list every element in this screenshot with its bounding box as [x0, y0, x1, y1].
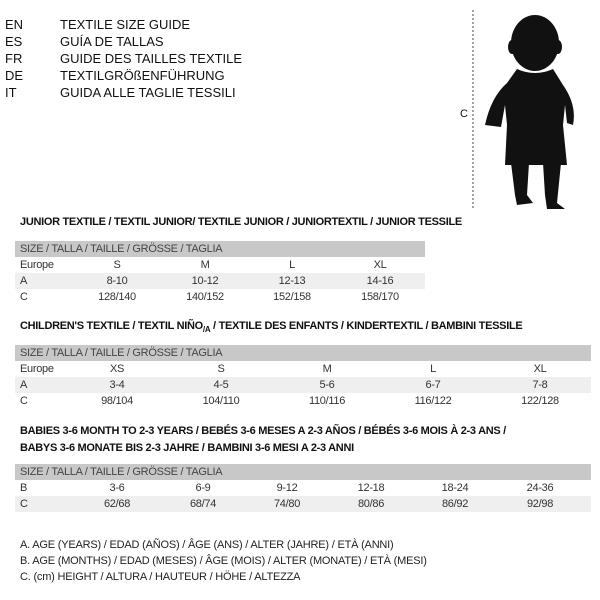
title-part: / TEXTILE DES ENFANTS / KINDERTEXTIL / B… [210, 320, 523, 332]
table-cell: 18-24 [441, 482, 469, 494]
lang-code: DE [5, 68, 24, 83]
height-label: C [460, 108, 468, 120]
row-label: Europe [20, 259, 54, 271]
table-cell: S [113, 259, 121, 271]
table-cell: 6-9 [195, 482, 211, 494]
table-row: C 98/104 104/110 110/116 116/122 122/128 [15, 393, 591, 409]
baby-silhouette-figure [472, 10, 574, 210]
lang-title: GUIDA ALLE TAGLIE TESSILI [60, 85, 236, 100]
table-cell: 8-10 [106, 275, 128, 287]
title-part: CHILDREN'S TEXTILE / TEXTIL NIÑO [20, 320, 203, 332]
row-label: C [20, 395, 28, 407]
legend-age-months: B. AGE (MONTHS) / EDAD (MESES) / ÂGE (MO… [20, 555, 427, 567]
row-label: A [20, 275, 28, 287]
table-row: C 62/68 68/74 74/80 80/86 86/92 92/98 [15, 496, 591, 512]
table-header-label: SIZE / TALLA / TAILLE / GRÖSSE / TAGLIA [20, 347, 223, 359]
table-cell: 3-6 [109, 482, 125, 494]
table-cell: XL [373, 259, 387, 271]
table-cell: 12-18 [357, 482, 385, 494]
baby-silhouette-icon [485, 15, 574, 209]
table-cell: 12-13 [278, 275, 306, 287]
table-cell: 68/74 [189, 498, 217, 510]
lang-title: GUÍA DE TALLAS [60, 34, 164, 49]
babies-section-title: BABIES 3-6 MONTH TO 2-3 YEARS / BEBÉS 3-… [20, 425, 506, 437]
table-cell: 74/80 [273, 498, 301, 510]
table-cell: 98/104 [101, 395, 133, 407]
table-header: SIZE / TALLA / TAILLE / GRÖSSE / TAGLIA [15, 345, 591, 361]
table-row: C 128/140 140/152 152/158 158/170 [15, 289, 425, 305]
table-row: Europe S M L XL [15, 257, 425, 273]
children-size-table: SIZE / TALLA / TAILLE / GRÖSSE / TAGLIA … [15, 345, 591, 409]
row-label: Europe [20, 363, 54, 375]
junior-section-title: JUNIOR TEXTILE / TEXTIL JUNIOR/ TEXTILE … [20, 216, 462, 228]
table-cell: 122/128 [521, 395, 559, 407]
table-cell: 62/68 [103, 498, 131, 510]
table-cell: 110/116 [308, 395, 346, 407]
table-header: SIZE / TALLA / TAILLE / GRÖSSE / TAGLIA [15, 464, 591, 480]
table-cell: 4-5 [213, 379, 229, 391]
table-cell: 116/122 [414, 395, 452, 407]
table-cell: S [217, 363, 225, 375]
table-row: A 8-10 10-12 12-13 14-16 [15, 273, 425, 289]
lang-code: EN [5, 17, 24, 32]
table-row: A 3-4 4-5 5-6 6-7 7-8 [15, 377, 591, 393]
lang-code: IT [5, 85, 17, 100]
table-cell: 80/86 [357, 498, 385, 510]
legend-age-years: A. AGE (YEARS) / EDAD (AÑOS) / ÂGE (ANS)… [20, 539, 394, 551]
table-cell: XS [109, 363, 125, 375]
table-cell: 10-12 [191, 275, 219, 287]
table-cell: 104/110 [202, 395, 240, 407]
babies-size-table: SIZE / TALLA / TAILLE / GRÖSSE / TAGLIA … [15, 464, 591, 512]
lang-code: ES [5, 34, 23, 49]
table-cell: 6-7 [425, 379, 441, 391]
table-cell: 158/170 [361, 291, 399, 303]
table-cell: M [200, 259, 210, 271]
babies-section-title-line2: BABYS 3-6 MONATE BIS 2-3 JAHRE / BAMBINI… [20, 442, 354, 454]
table-header: SIZE / TALLA / TAILLE / GRÖSSE / TAGLIA [15, 241, 425, 257]
junior-size-table: SIZE / TALLA / TAILLE / GRÖSSE / TAGLIA … [15, 241, 425, 305]
lang-code: FR [5, 51, 23, 66]
table-cell: 3-4 [109, 379, 125, 391]
table-cell: L [289, 259, 295, 271]
table-header-label: SIZE / TALLA / TAILLE / GRÖSSE / TAGLIA [20, 243, 223, 255]
table-header-label: SIZE / TALLA / TAILLE / GRÖSSE / TAGLIA [20, 466, 223, 478]
table-row: B 3-6 6-9 9-12 12-18 18-24 24-36 [15, 480, 591, 496]
table-cell: 5-6 [319, 379, 335, 391]
table-cell: 152/158 [273, 291, 311, 303]
table-cell: L [430, 363, 436, 375]
table-cell: M [322, 363, 332, 375]
row-label: C [20, 498, 28, 510]
table-cell: 9-12 [276, 482, 298, 494]
lang-title: TEXTILE SIZE GUIDE [60, 17, 191, 32]
table-cell: 140/152 [186, 291, 224, 303]
table-cell: 92/98 [526, 498, 554, 510]
row-label: C [20, 291, 28, 303]
row-label: B [20, 482, 28, 494]
lang-title: GUIDE DES TAILLES TEXTILE [60, 51, 243, 66]
children-section-title: CHILDREN'S TEXTILE / TEXTIL NIÑO/A / TEX… [20, 320, 523, 335]
table-cell: 86/92 [441, 498, 469, 510]
table-row: Europe XS S M L XL [15, 361, 591, 377]
row-label: A [20, 379, 28, 391]
table-cell: 128/140 [98, 291, 136, 303]
table-cell: 7-8 [532, 379, 548, 391]
lang-title: TEXTILGRÖßENFÜHRUNG [60, 68, 225, 83]
table-cell: XL [533, 363, 547, 375]
table-cell: 14-16 [366, 275, 394, 287]
table-cell: 24-36 [526, 482, 554, 494]
title-subscript: /A [202, 325, 211, 335]
legend-height: C. (cm) HEIGHT / ALTURA / HAUTEUR / HÖHE… [20, 571, 301, 583]
